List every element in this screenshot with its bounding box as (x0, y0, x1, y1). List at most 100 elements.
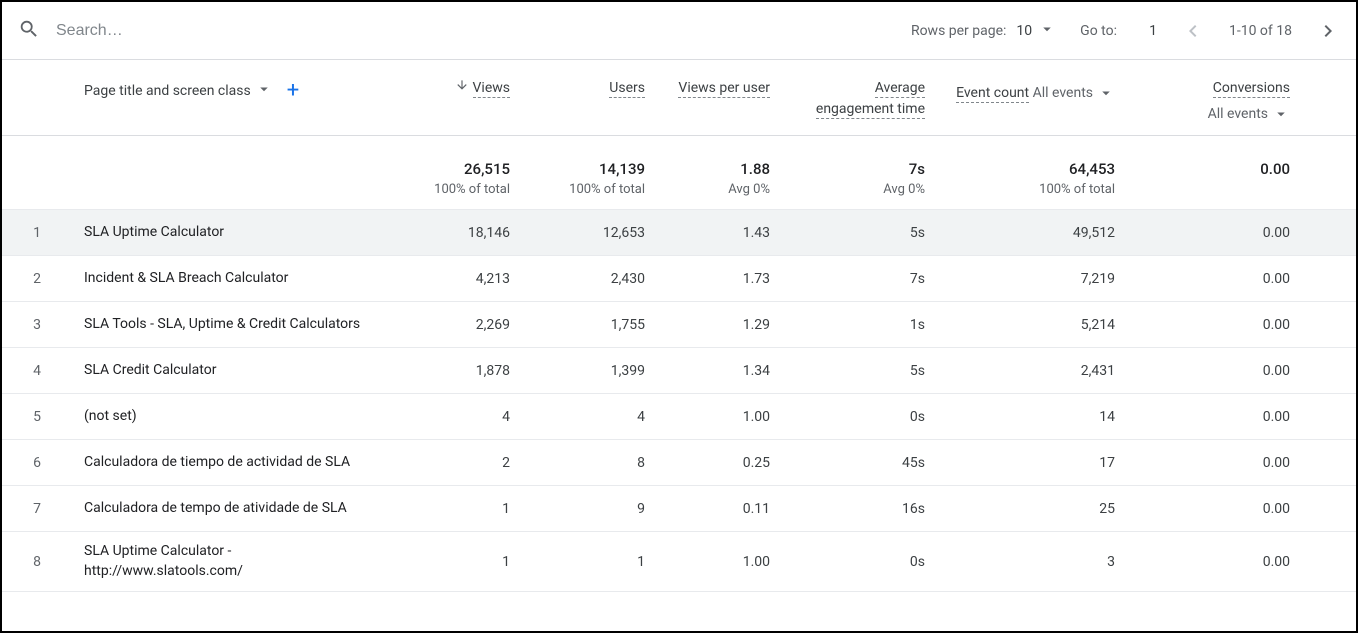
total-conversions: 0.00 (1127, 160, 1302, 182)
goto-value[interactable]: 1 (1127, 23, 1157, 39)
table-row[interactable]: 3SLA Tools - SLA, Uptime & Credit Calcul… (2, 302, 1356, 348)
table-body: 1SLA Uptime Calculator18,14612,6531.435s… (2, 210, 1356, 592)
row-views: 4 (402, 399, 522, 435)
search-input[interactable] (56, 22, 356, 40)
col-dimension[interactable]: Page title and screen class + (72, 78, 402, 103)
total-event-count: 64,453 100% of total (937, 160, 1127, 197)
next-page-button[interactable] (1316, 19, 1340, 43)
row-title[interactable]: Calculadora de tempo de atividade de SLA (72, 489, 402, 529)
row-users: 12,653 (522, 215, 657, 251)
row-aet: 7s (782, 261, 937, 297)
col-conversions[interactable]: Conversions All events (1127, 78, 1302, 123)
row-index: 4 (2, 353, 72, 389)
rows-per-page-label: Rows per page: (911, 23, 1006, 39)
event-count-filter[interactable]: All events (1033, 84, 1115, 102)
col-views[interactable]: Views (402, 78, 522, 99)
conversions-label: Conversions (1213, 80, 1290, 98)
row-users: 2,430 (522, 261, 657, 297)
row-users: 4 (522, 399, 657, 435)
chevron-down-icon (1038, 20, 1056, 42)
rows-per-page-select[interactable]: 10 (1016, 20, 1056, 42)
table-row[interactable]: 8SLA Uptime Calculator - http://www.slat… (2, 532, 1356, 592)
col-avg-engagement[interactable]: Average engagement time (782, 78, 937, 120)
row-vpu: 0.25 (657, 445, 782, 481)
row-conversions: 0.00 (1127, 261, 1302, 297)
aet-label: Average engagement time (816, 80, 925, 119)
row-views: 4,213 (402, 261, 522, 297)
total-vpu: 1.88 Avg 0% (657, 160, 782, 197)
row-vpu: 1.29 (657, 307, 782, 343)
row-aet: 16s (782, 491, 937, 527)
row-title[interactable]: SLA Tools - SLA, Uptime & Credit Calcula… (72, 305, 402, 345)
table-row[interactable]: 7Calculadora de tempo de atividade de SL… (2, 486, 1356, 532)
goto-label: Go to: (1080, 23, 1117, 39)
row-conversions: 0.00 (1127, 353, 1302, 389)
row-title[interactable]: SLA Uptime Calculator - http://www.slato… (72, 532, 402, 591)
table-row[interactable]: 2Incident & SLA Breach Calculator4,2132,… (2, 256, 1356, 302)
row-title[interactable]: (not set) (72, 397, 402, 437)
vpu-label: Views per user (678, 80, 770, 98)
table-row[interactable]: 4SLA Credit Calculator1,8781,3991.345s2,… (2, 348, 1356, 394)
row-event-count: 14 (937, 399, 1127, 435)
row-vpu: 1.34 (657, 353, 782, 389)
row-users: 1,755 (522, 307, 657, 343)
row-views: 1 (402, 491, 522, 527)
row-index: 5 (2, 399, 72, 435)
row-aet: 5s (782, 215, 937, 251)
row-title[interactable]: Calculadora de tiempo de actividad de SL… (72, 443, 402, 483)
row-users: 8 (522, 445, 657, 481)
row-vpu: 1.00 (657, 399, 782, 435)
row-event-count: 5,214 (937, 307, 1127, 343)
prev-page-button[interactable] (1181, 19, 1205, 43)
row-index: 8 (2, 544, 72, 580)
table-row[interactable]: 6Calculadora de tiempo de actividad de S… (2, 440, 1356, 486)
table-row[interactable]: 5(not set)441.000s140.00 (2, 394, 1356, 440)
chevron-down-icon (255, 80, 273, 102)
row-views: 2,269 (402, 307, 522, 343)
pager: Rows per page: 10 Go to: 1 1-10 of 18 (911, 19, 1340, 43)
conversions-filter-value: All events (1208, 106, 1268, 122)
row-index: 2 (2, 261, 72, 297)
row-index: 3 (2, 307, 72, 343)
dimension-label: Page title and screen class (84, 83, 251, 99)
rows-per-page-value: 10 (1016, 23, 1032, 39)
event-count-filter-value: All events (1033, 85, 1093, 101)
row-title[interactable]: Incident & SLA Breach Calculator (72, 259, 402, 299)
data-table: Page title and screen class + Views User… (2, 60, 1356, 592)
row-vpu: 0.11 (657, 491, 782, 527)
add-dimension-button[interactable]: + (287, 78, 299, 103)
rows-per-page: Rows per page: 10 (911, 20, 1056, 42)
row-aet: 0s (782, 544, 937, 580)
col-event-count[interactable]: Event count All events (937, 78, 1127, 104)
row-users: 1 (522, 544, 657, 580)
row-event-count: 49,512 (937, 215, 1127, 251)
total-users: 14,139 100% of total (522, 160, 657, 197)
table-row[interactable]: 1SLA Uptime Calculator18,14612,6531.435s… (2, 210, 1356, 256)
row-aet: 0s (782, 399, 937, 435)
row-conversions: 0.00 (1127, 399, 1302, 435)
row-views: 1,878 (402, 353, 522, 389)
row-views: 1 (402, 544, 522, 580)
row-aet: 5s (782, 353, 937, 389)
row-vpu: 1.43 (657, 215, 782, 251)
row-index: 7 (2, 491, 72, 527)
analytics-table-card: Rows per page: 10 Go to: 1 1-10 of 18 (0, 0, 1358, 633)
search-icon (18, 18, 40, 44)
col-views-per-user[interactable]: Views per user (657, 78, 782, 99)
row-aet: 1s (782, 307, 937, 343)
row-event-count: 25 (937, 491, 1127, 527)
row-users: 1,399 (522, 353, 657, 389)
row-conversions: 0.00 (1127, 215, 1302, 251)
row-title[interactable]: SLA Uptime Calculator (72, 213, 402, 253)
conversions-filter[interactable]: All events (1208, 105, 1290, 123)
views-label: Views (473, 80, 511, 98)
row-vpu: 1.00 (657, 544, 782, 580)
row-title[interactable]: SLA Credit Calculator (72, 351, 402, 391)
arrow-down-icon (455, 80, 472, 96)
row-conversions: 0.00 (1127, 307, 1302, 343)
event-count-label: Event count (956, 85, 1029, 103)
col-users[interactable]: Users (522, 78, 657, 99)
row-event-count: 3 (937, 544, 1127, 580)
page-range-label: 1-10 of 18 (1229, 23, 1292, 39)
row-users: 9 (522, 491, 657, 527)
